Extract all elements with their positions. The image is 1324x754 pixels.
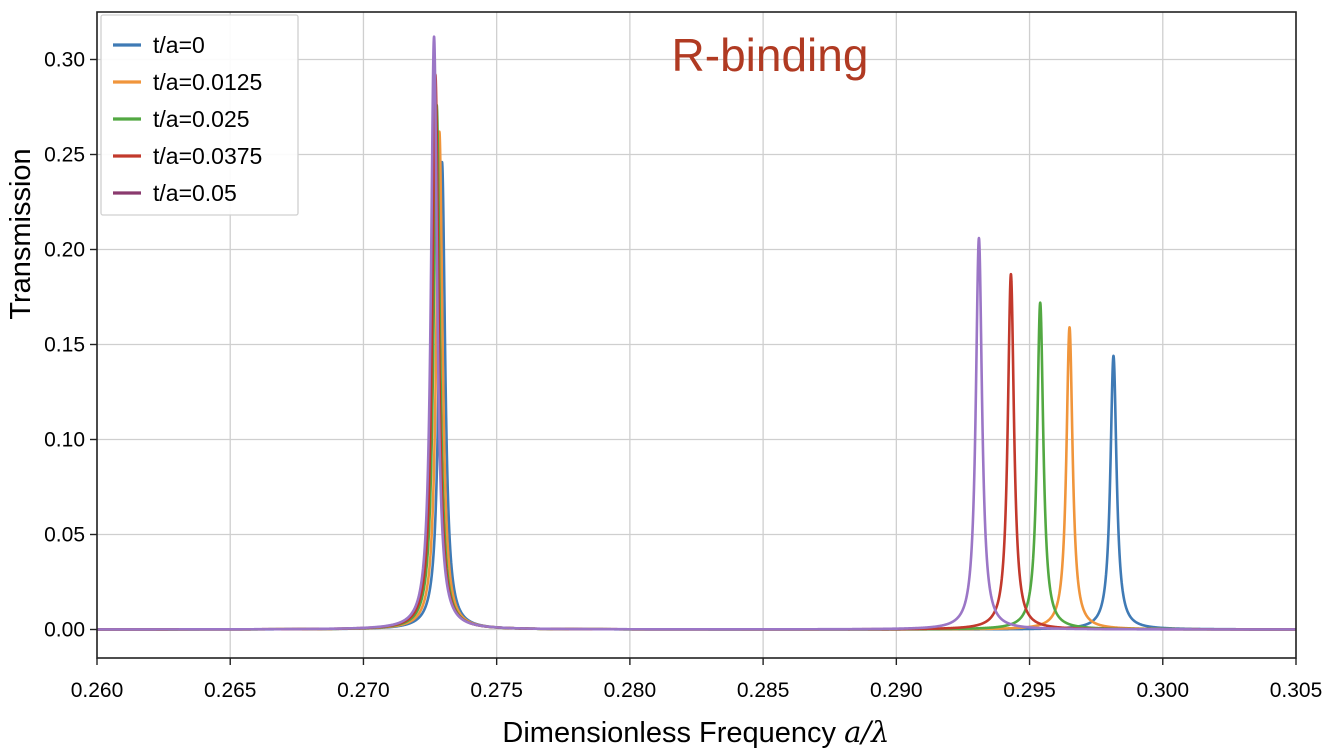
- x-tick-label: 0.295: [1003, 679, 1056, 702]
- series-lines: [96, 35, 1297, 631]
- x-tick-label: 0.260: [71, 679, 124, 702]
- x-axis-label-spacer: [836, 717, 844, 749]
- y-tick-label: 0.05: [44, 524, 85, 547]
- x-tick-label: 0.285: [737, 679, 790, 702]
- series-line-4: [96, 35, 1297, 631]
- legend: t/a=0 t/a=0.0125 t/a=0.025 t/a=0.0375 t/a=0.…: [100, 14, 299, 216]
- x-tick-label: 0.270: [337, 679, 390, 702]
- legend-label-1: t/a=0.0125: [153, 69, 262, 95]
- x-axis-label-text: Dimensionless Frequency: [502, 717, 836, 749]
- y-tick-label: 0.15: [44, 334, 85, 357]
- x-tick-label: 0.265: [204, 679, 257, 702]
- x-tick-label: 0.305: [1270, 679, 1323, 702]
- plot-frame: [96, 11, 1297, 659]
- legend-label-0: t/a=0: [153, 32, 205, 58]
- x-tick-label: 0.275: [470, 679, 523, 702]
- x-axis-label-math: a/λ: [844, 715, 889, 749]
- y-axis-label: Transmission: [5, 148, 37, 319]
- legend-label-4: t/a=0.05: [153, 180, 237, 206]
- legend-label-2: t/a=0.025: [153, 106, 250, 132]
- y-tick-label: 0.30: [44, 49, 85, 72]
- x-tick-label: 0.290: [870, 679, 923, 702]
- x-tick-label: 0.280: [604, 679, 657, 702]
- y-tick-label: 0.25: [44, 144, 85, 167]
- x-axis-label: Dimensionless Frequency a/λ: [502, 715, 889, 749]
- y-tick-label: 0.20: [44, 239, 85, 262]
- legend-label-3: t/a=0.0375: [153, 143, 262, 169]
- series-line-0: [96, 160, 1297, 631]
- legend-box: [100, 14, 299, 216]
- x-tick-label: 0.300: [1136, 679, 1189, 702]
- axis-ticks: 0.260 0.265 0.270 0.275 0.280 0.285 0.290 0.295…: [44, 49, 1322, 703]
- r-binding-annotation: R-binding: [672, 29, 869, 81]
- y-tick-label: 0.10: [44, 429, 85, 452]
- y-tick-label: 0.00: [44, 619, 85, 642]
